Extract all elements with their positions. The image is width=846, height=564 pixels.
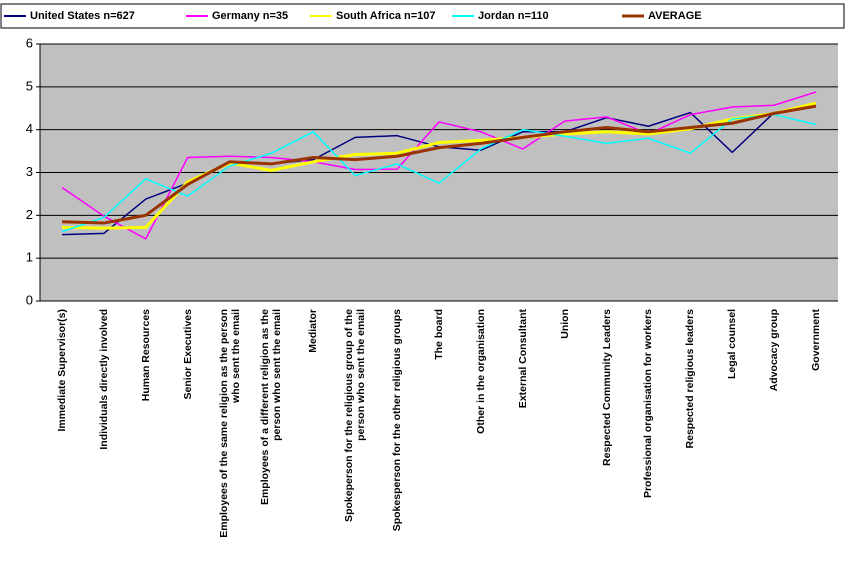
x-tick-label: Government bbox=[810, 309, 822, 371]
x-tick-label: Employees of the same religion as the pe… bbox=[217, 309, 242, 538]
x-tick-label: Other in the organisation bbox=[474, 309, 487, 434]
y-tick-label: 1 bbox=[26, 250, 33, 265]
x-tick-label: Legal counsel bbox=[726, 309, 739, 380]
x-tick-label: Senior Executives bbox=[181, 309, 194, 400]
x-tick-label: Human Resources bbox=[139, 309, 152, 402]
x-tick-label: Spokesperson for the other religious gro… bbox=[391, 309, 404, 532]
y-tick-label: 2 bbox=[26, 207, 33, 222]
legend-text: Germany n=35 bbox=[212, 10, 288, 22]
y-tick-label: 5 bbox=[26, 78, 33, 93]
x-tick-label: Advocacy group bbox=[768, 309, 781, 392]
series-line bbox=[61, 113, 817, 233]
x-tick-label: Professional organisation for workers bbox=[642, 309, 655, 499]
legend-text: South Africa n=107 bbox=[336, 10, 436, 22]
x-tick-label: Employees of a different religion as the… bbox=[259, 309, 284, 506]
legend-text: Jordan n=110 bbox=[478, 10, 549, 22]
x-tick-label: External Consultant bbox=[516, 309, 529, 409]
legend-text: United States n=627 bbox=[30, 10, 135, 22]
x-tick-label: Respected Community Leaders bbox=[600, 309, 613, 466]
x-tick-label: Immediate Supervisor(s) bbox=[56, 309, 68, 432]
x-tick-label: Spokeperson for the religious group of t… bbox=[343, 309, 368, 522]
x-tick-label: Respected religious leaders bbox=[684, 309, 697, 449]
x-tick-label: Union bbox=[558, 309, 571, 339]
y-tick-label: 4 bbox=[26, 121, 33, 136]
y-tick-label: 6 bbox=[26, 35, 33, 50]
y-tick-label: 0 bbox=[26, 292, 33, 307]
y-tick-label: 3 bbox=[26, 164, 33, 179]
series-line bbox=[61, 91, 817, 240]
x-tick-label: Individuals directly involved bbox=[97, 309, 110, 450]
legend-box bbox=[0, 3, 845, 29]
legend-text: AVERAGE bbox=[648, 10, 702, 22]
x-tick-label: The board bbox=[433, 309, 445, 360]
series-line bbox=[61, 104, 817, 225]
x-tick-label: Mediator bbox=[307, 309, 320, 353]
